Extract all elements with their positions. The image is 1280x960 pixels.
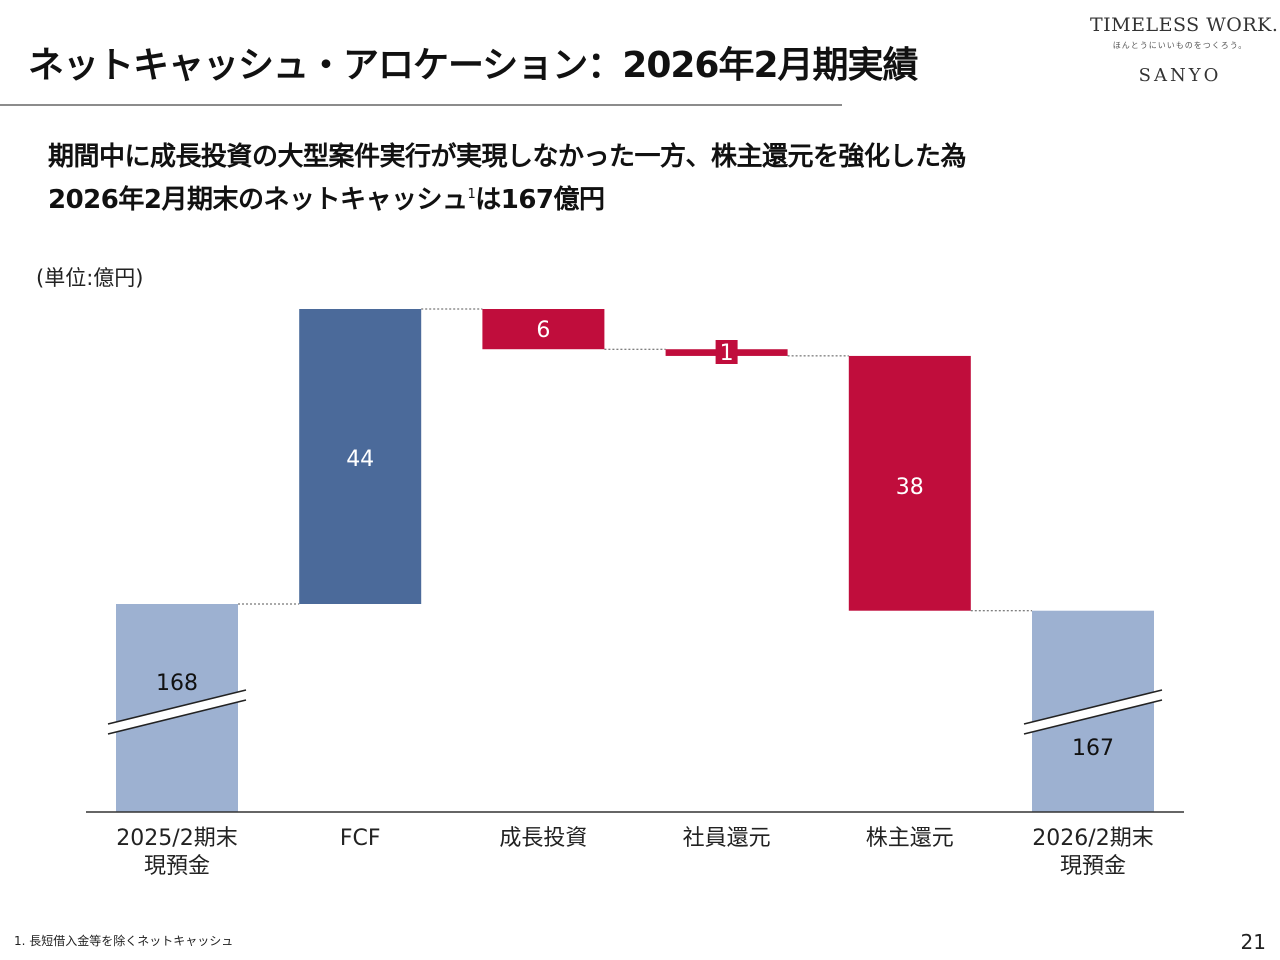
category-label-6: 2026/2期末現預金 — [1032, 826, 1153, 879]
data-label-5: 38 — [896, 475, 924, 500]
headline-line-2-post: は167億円 — [475, 185, 605, 215]
headline-line-1: 期間中に成長投資の大型案件実行が実現しなかった一方、株主還元を強化した為 — [48, 142, 967, 172]
category-label-line: 2026/2期末 — [1032, 826, 1153, 851]
category-label-line: 現預金 — [144, 854, 210, 879]
logo-tagline: ほんとうにいいものをつくろう。 — [1112, 41, 1248, 50]
category-label-line: 株主還元 — [866, 826, 954, 851]
axis-break-line — [107, 699, 247, 735]
axis-break-line — [1023, 689, 1163, 725]
axis-break-gap — [108, 690, 246, 734]
data-label-6: 167 — [1072, 736, 1114, 761]
category-label-line: 現預金 — [1060, 854, 1126, 879]
company-logo: TIMELESS WORK. ほんとうにいいものをつくろう。 SANYO — [1090, 14, 1279, 86]
category-label-1: 2025/2期末現預金 — [116, 826, 237, 879]
headline-line-2-pre: 2026年2月期末のネットキャッシュ — [48, 185, 468, 215]
footnote: 1. 長短借入金等を除くネットキャッシュ — [14, 934, 234, 948]
category-label-3: 成長投資 — [499, 826, 587, 851]
headline: 期間中に成長投資の大型案件実行が実現しなかった一方、株主還元を強化した為 202… — [48, 138, 967, 219]
axis-break-mark-1 — [107, 689, 247, 735]
data-label-2: 44 — [346, 447, 374, 472]
category-label-line: 成長投資 — [499, 826, 587, 851]
bar-3 — [482, 309, 605, 350]
data-label-1: 168 — [156, 671, 198, 696]
category-label-2: FCF — [340, 826, 381, 851]
axis-break-line — [1023, 699, 1163, 735]
page-title: ネットキャッシュ・アロケーション：2026年2月期実績 — [28, 45, 919, 86]
page-number: 21 — [1240, 930, 1266, 954]
footnote-ref: 1 — [467, 187, 476, 202]
unit-label: (単位:億円) — [36, 266, 144, 290]
category-label-4: 社員還元 — [683, 826, 771, 851]
bar-5 — [848, 355, 971, 611]
data-label-3: 6 — [536, 318, 550, 343]
category-label-line: FCF — [340, 826, 381, 851]
bar-2 — [299, 309, 422, 604]
title-divider — [0, 104, 842, 106]
category-label-5: 株主還元 — [866, 826, 954, 851]
small-bar-label-tab — [715, 340, 738, 364]
headline-line-2: 2026年2月期末のネットキャッシュ1は167億円 — [48, 176, 966, 219]
axis-break-gap — [1024, 690, 1162, 734]
logo-brand: SANYO — [1138, 65, 1222, 86]
category-label-line: 2025/2期末 — [116, 826, 237, 851]
axis-break-mark-2 — [1023, 689, 1163, 735]
data-label-4: 1 — [720, 341, 734, 366]
axis-break-line — [107, 689, 247, 725]
category-label-line: 社員還元 — [683, 826, 771, 851]
logo-main-text: TIMELESS WORK. — [1090, 14, 1279, 36]
